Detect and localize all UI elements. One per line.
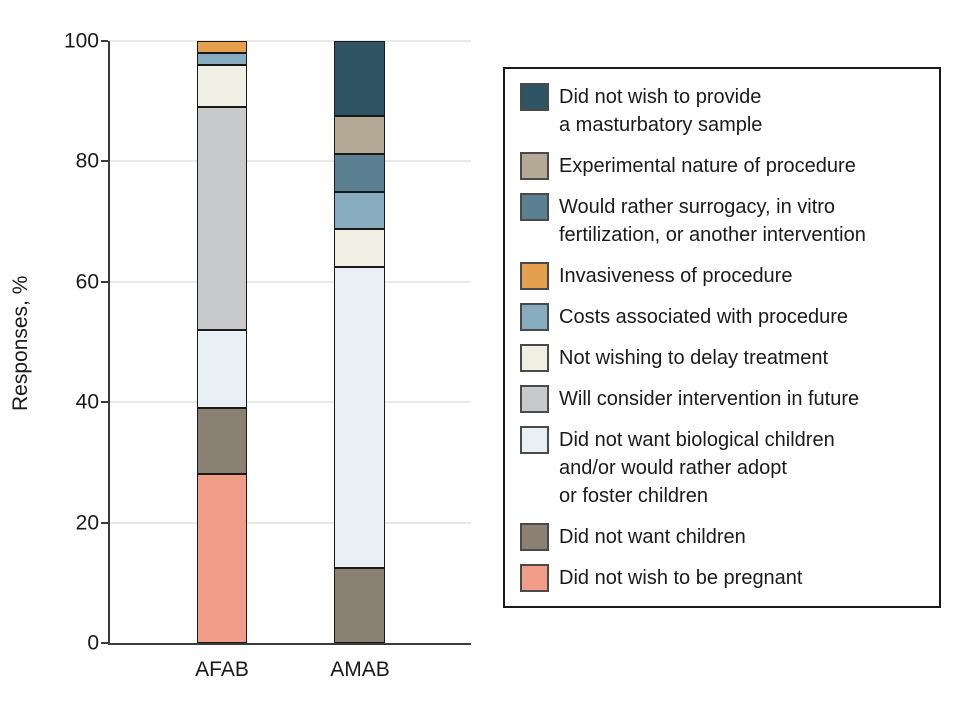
legend-color-swatch [520,262,549,290]
bar-segment [334,153,385,192]
x-category-label-afab: AFAB [195,658,249,681]
bar-segment [197,329,247,409]
y-tick-label: 80 [75,149,99,173]
legend-color-swatch [520,426,549,454]
bar-segment [334,41,385,117]
legend-item-label: Not wishing to delay treatment [559,347,829,369]
bar-segment [334,191,385,230]
legend-item-label: Would rather surrogacy, in vitro fertili… [559,196,866,246]
bar-amab [334,41,385,643]
y-tick-label: 60 [75,270,99,294]
bar-segment [197,53,247,66]
legend-color-swatch [520,152,549,180]
bar-segment [197,474,247,643]
gridline [110,160,471,163]
legend-item: Not wishing to delay treatment [520,344,924,372]
plot-area: AFAB AMAB 0 20 40 60 80 100 [64,31,471,681]
legend-item: Did not wish to provide a masturbatory s… [520,83,924,139]
bar-segment [197,65,247,108]
legend-color-swatch [520,523,549,551]
legend: Did not wish to provide a masturbatory s… [503,67,941,608]
legend-item: Did not want biological children and/or … [520,426,924,510]
y-tick-label: 20 [75,511,99,535]
legend-item-label: Did not wish to provide a masturbatory s… [559,86,763,136]
bar-segment [334,229,385,267]
y-tick-mark [101,521,108,524]
gridline [110,280,471,283]
legend-item: Experimental nature of procedure [520,152,924,180]
legend-color-swatch [520,303,549,331]
gridline [110,40,471,42]
legend-color-swatch [520,564,549,592]
y-tick-label: 0 [87,631,99,655]
legend-item-label: Invasiveness of procedure [559,265,793,287]
legend-item-label: Costs associated with procedure [559,306,849,328]
y-tick-label: 40 [75,390,99,414]
legend-color-swatch [520,193,549,221]
bar-segment [197,41,247,54]
legend-item-label: Will consider intervention in future [559,388,860,410]
bar-segment [197,107,247,330]
legend-item: Did not wish to be pregnant [520,564,924,592]
legend-item: Would rather surrogacy, in vitro fertili… [520,193,924,249]
legend-color-swatch [520,83,549,111]
y-tick-mark [101,280,108,283]
gridline [110,401,471,404]
bar-afab [197,41,247,643]
legend-item: Invasiveness of procedure [520,262,924,290]
legend-item-label: Experimental nature of procedure [559,155,856,177]
y-tick-label: 100 [63,29,99,53]
legend-color-swatch [520,344,549,372]
x-category-label-amab: AMAB [330,658,390,681]
bar-segment [197,408,247,475]
bar-segment [334,116,385,154]
legend-item-label: Did not want children [559,526,746,548]
bar-segment [334,567,385,643]
legend-color-swatch [520,385,549,413]
y-tick-mark [101,160,108,163]
legend-item: Will consider intervention in future [520,385,924,413]
bar-segment [334,266,385,568]
y-tick-mark [101,40,108,42]
y-axis-title: Responses, % [9,275,32,411]
y-tick-mark [101,642,108,644]
legend-item: Costs associated with procedure [520,303,924,331]
legend-item-label: Did not wish to be pregnant [559,567,803,589]
gridline [110,521,471,524]
legend-item-label: Did not want biological children and/or … [559,429,835,507]
legend-item: Did not want children [520,523,924,551]
y-tick-mark [101,401,108,404]
